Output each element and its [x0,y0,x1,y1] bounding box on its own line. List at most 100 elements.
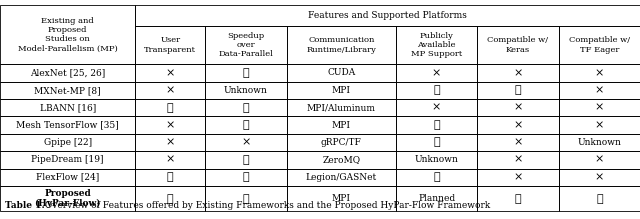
Text: ✔: ✔ [243,155,249,165]
Text: FlexFlow [24]: FlexFlow [24] [36,173,99,182]
Text: ZeroMQ: ZeroMQ [322,155,360,164]
Text: User
Transparent: User Transparent [144,36,196,54]
Text: CUDA: CUDA [327,68,355,77]
Bar [135,82,205,99]
Bar [477,168,559,186]
Bar [205,64,287,82]
Bar [559,82,640,99]
Text: ×: × [595,85,604,95]
Bar [559,116,640,134]
Bar [205,151,287,168]
Text: MPI/Aluminum: MPI/Aluminum [307,103,376,112]
Text: ✔: ✔ [167,172,173,182]
Text: MXNet-MP [8]: MXNet-MP [8] [35,86,101,95]
Text: ✔: ✔ [243,68,249,78]
Bar [287,116,396,134]
Text: Features and Supported Platforms: Features and Supported Platforms [308,11,467,20]
Bar [477,186,559,211]
Bar [135,64,205,82]
Bar [205,186,287,211]
Text: ✔: ✔ [515,85,522,95]
Bar [287,64,396,82]
Text: LBANN [16]: LBANN [16] [40,103,96,112]
Text: ×: × [595,103,604,113]
Bar [0,186,135,211]
Text: ×: × [432,68,442,78]
Bar [477,116,559,134]
Text: Publicly
Available
MP Support: Publicly Available MP Support [411,32,462,58]
Bar [135,186,205,211]
Bar [396,151,477,168]
Bar [559,186,640,211]
Text: Existing and
Proposed
Studies on
Model-Parallelism (MP): Existing and Proposed Studies on Model-P… [18,17,118,53]
Bar [0,99,135,116]
Bar [0,64,135,82]
Bar [559,26,640,64]
Bar [205,82,287,99]
Bar [396,168,477,186]
Text: Gpipe [22]: Gpipe [22] [44,138,92,147]
Bar [287,168,396,186]
Bar [135,116,205,134]
Text: ×: × [595,120,604,130]
Text: MPI: MPI [332,194,351,203]
Text: ✔: ✔ [167,103,173,113]
Bar [205,26,287,64]
Bar [396,82,477,99]
Bar [396,116,477,134]
Bar [287,26,396,64]
Text: ×: × [595,155,604,165]
Text: Compatible w/
Keras: Compatible w/ Keras [488,36,548,54]
Text: ×: × [513,68,523,78]
Bar [205,99,287,116]
Bar [0,151,135,168]
Bar [287,151,396,168]
Text: ×: × [241,138,250,147]
Bar [0,116,135,134]
Bar [396,26,477,64]
Text: ✔: ✔ [433,120,440,130]
Bar [135,26,205,64]
Text: ×: × [595,68,604,78]
Bar [477,26,559,64]
Text: ✔: ✔ [243,103,249,113]
Bar [135,168,205,186]
Text: Speedup
over
Data-Parallel: Speedup over Data-Parallel [218,32,273,58]
Text: MPI: MPI [332,120,351,130]
Bar [477,134,559,151]
Text: Unknown: Unknown [224,86,268,95]
Bar [477,82,559,99]
Bar [477,99,559,116]
Text: ✔: ✔ [433,172,440,182]
Text: ×: × [166,138,175,147]
Bar [559,168,640,186]
Bar [559,134,640,151]
Bar [135,99,205,116]
Text: Compatible w/
TF Eager: Compatible w/ TF Eager [569,36,630,54]
Bar [396,186,477,211]
Text: ×: × [513,103,523,113]
Text: Overview of Features offered by Existing Frameworks and the Proposed HyPar-Flow : Overview of Features offered by Existing… [42,201,490,210]
Text: ×: × [595,172,604,182]
Text: Table 1.: Table 1. [5,201,45,210]
Bar [0,82,135,99]
Bar [559,99,640,116]
Bar [205,134,287,151]
Bar [205,116,287,134]
Bar [135,134,205,151]
Text: ✔: ✔ [243,194,249,203]
Bar [396,64,477,82]
Bar [205,168,287,186]
Bar [287,99,396,116]
Text: Communication
Runtime/Library: Communication Runtime/Library [307,36,376,54]
Text: Unknown: Unknown [577,138,621,147]
Bar [0,134,135,151]
Bar [396,134,477,151]
Text: Planned: Planned [418,194,455,203]
Text: ✔: ✔ [433,85,440,95]
Text: ×: × [166,68,175,78]
Text: ×: × [513,155,523,165]
Bar [287,134,396,151]
Text: ×: × [432,103,442,113]
Text: Mesh TensorFlow [35]: Mesh TensorFlow [35] [16,120,119,130]
